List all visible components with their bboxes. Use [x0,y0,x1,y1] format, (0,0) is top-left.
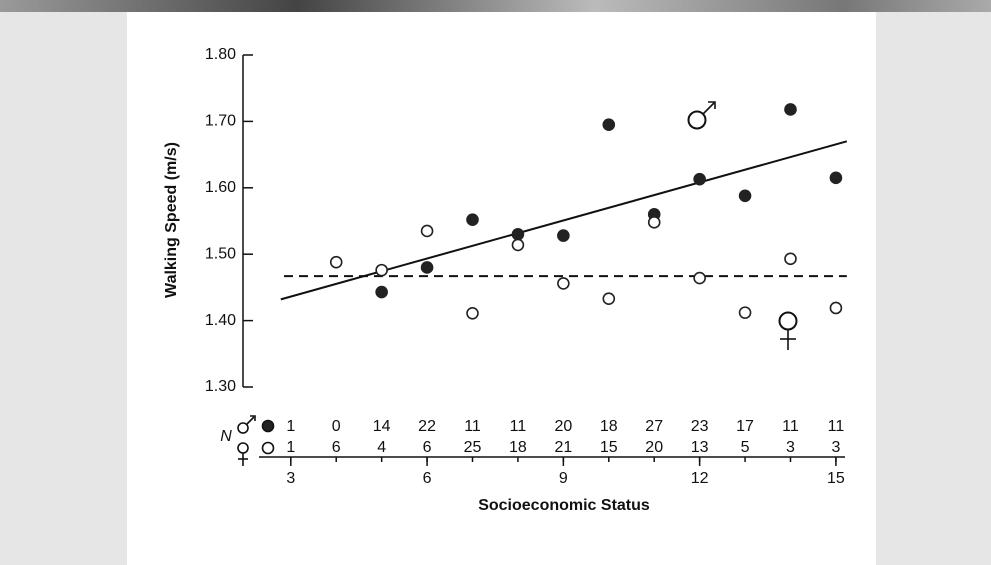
count-label: 15 [600,439,618,456]
x-tick-label: 12 [691,470,709,487]
count-label: 13 [691,439,709,456]
count-label: 14 [373,418,391,435]
point [329,255,343,269]
point [602,292,616,305]
point [829,301,843,315]
count-label: 17 [736,418,754,435]
x-tick-label: 15 [827,470,845,487]
count-label: 1 [286,418,295,435]
x-tick-label: 6 [423,470,432,487]
point [557,229,570,242]
point [375,285,388,299]
count-label: 3 [831,439,840,456]
count-label: 4 [377,439,386,456]
count-label: 27 [645,418,663,435]
trend-line [280,140,848,301]
point [511,238,525,252]
count-label: 20 [645,439,663,456]
n-label: N [220,428,232,445]
count-label: 11 [464,418,481,435]
count-label: 5 [741,439,750,456]
count-label: 22 [418,418,436,435]
y-tick-label: 1.70 [205,113,236,130]
y-tick-label: 1.60 [205,179,236,196]
y-axis-label: Walking Speed (m/s) [163,142,180,298]
point [466,213,479,226]
point [693,271,706,285]
point [784,252,797,266]
count-label: 11 [510,418,527,435]
count-label: 21 [554,439,572,456]
point [829,171,843,185]
count-label: 11 [828,418,845,435]
count-label: 6 [423,439,432,456]
photo-strip [0,0,991,12]
count-label: 11 [782,418,799,435]
count-label: 6 [332,439,341,456]
count-label: 23 [691,418,709,435]
point [420,224,434,238]
point [738,189,752,203]
point [693,172,706,186]
x-tick-label: 3 [286,470,295,487]
y-tick-label: 1.50 [205,245,236,262]
panel [127,12,876,565]
point [647,216,661,229]
count-label: 18 [600,418,618,435]
count-label: 20 [554,418,572,435]
count-label: 18 [509,439,527,456]
count-label: 1 [286,439,295,456]
x-axis-label: Socioeconomic Status [478,497,650,514]
point [557,277,570,290]
point [602,118,616,132]
gender-legend [237,101,798,466]
y-tick-label: 1.30 [205,378,236,395]
point [784,103,797,116]
count-label: 25 [464,439,482,456]
point [466,306,479,320]
point [511,227,525,241]
x-tick-label: 9 [559,470,568,487]
y-tick-label: 1.40 [205,312,236,329]
count-label: 0 [332,418,341,435]
point [375,263,388,277]
y-tick-label: 1.80 [205,46,236,63]
count-label: 3 [786,439,795,456]
point [420,261,434,274]
point [738,306,752,319]
